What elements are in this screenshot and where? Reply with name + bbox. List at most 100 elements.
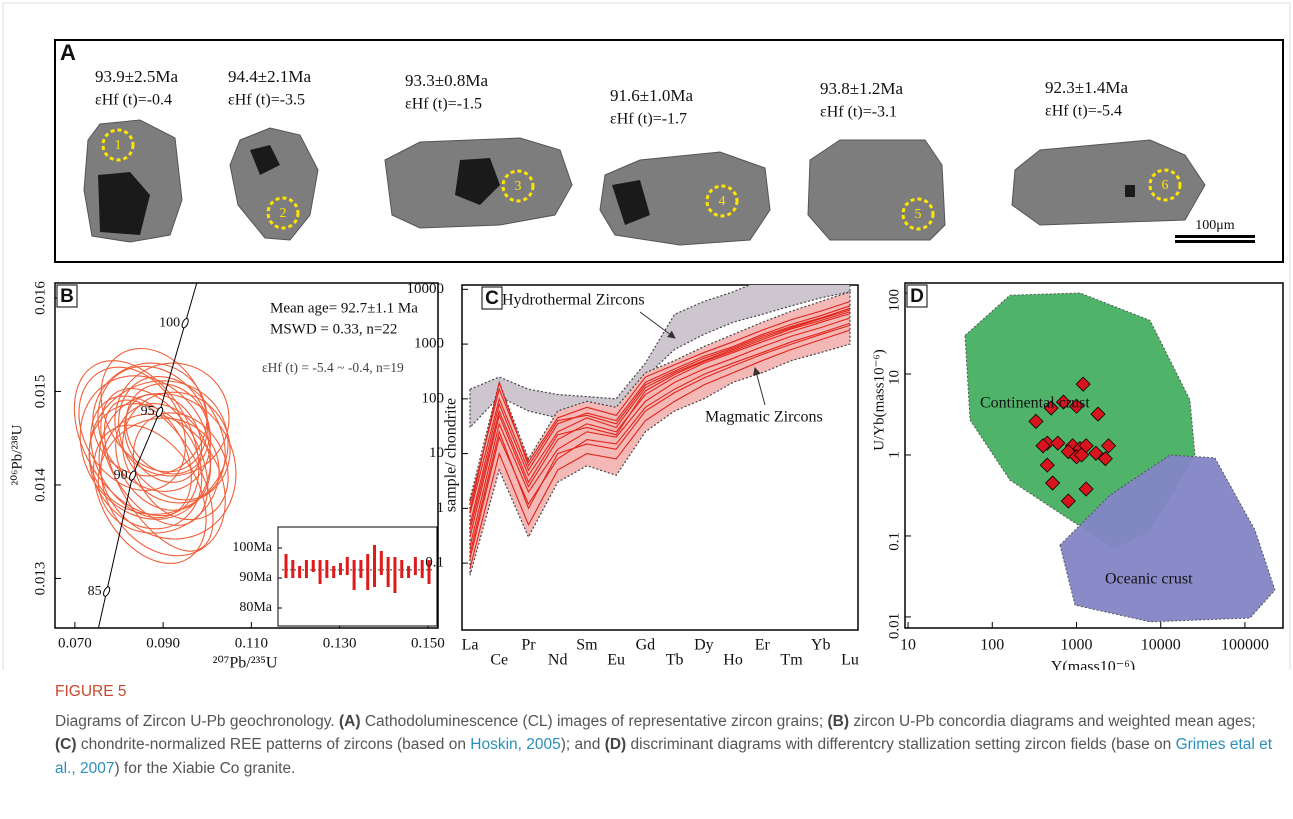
annotation: MSWD = 0.33, n=22: [270, 321, 397, 337]
spot-number: 3: [515, 179, 522, 194]
grain-ehf: εHf (t)=-3.1: [820, 104, 897, 121]
annotation: εHf (t) = -5.4 ~ -0.4, n=19: [262, 360, 404, 375]
age-error-bar: [291, 560, 294, 578]
caption-panel-ref: (A): [339, 713, 361, 730]
x-tick-label: Lu: [841, 652, 859, 669]
y-tick-label: 0.015: [32, 375, 48, 409]
concordia-age-label: 95: [141, 404, 155, 419]
panel-label: A: [60, 40, 76, 65]
x-tick-label: Er: [755, 637, 771, 654]
y-tick-label: 100: [886, 289, 902, 312]
age-error-bar: [319, 560, 322, 584]
caption-part: discriminant diagrams with differentcry …: [626, 736, 1175, 753]
age-error-bar: [359, 560, 362, 578]
field-label: Magmatic Zircons: [705, 409, 823, 426]
age-error-bar: [414, 557, 417, 575]
y-tick-label: 0.014: [32, 468, 48, 502]
spot-number: 4: [719, 194, 726, 209]
caption-panel-ref: (C): [55, 736, 77, 753]
age-error-bar: [298, 566, 301, 578]
x-tick-label: 0.110: [235, 635, 268, 651]
age-error-bar: [339, 563, 342, 575]
caption: FIGURE 5 Diagrams of Zircon U-Pb geochro…: [55, 680, 1280, 780]
x-axis-label: ²⁰⁷Pb/²³⁵U: [213, 655, 278, 670]
figure-number: FIGURE 5: [55, 680, 1280, 704]
grain-ehf: εHf (t)=-5.4: [1045, 103, 1122, 120]
grain-age: 92.3±1.4Ma: [1045, 78, 1128, 97]
x-tick-label: 1000: [1060, 637, 1092, 654]
age-error-bar: [332, 566, 335, 578]
field-label: Hydrothermal Zircons: [502, 292, 645, 309]
caption-panel-ref: (B): [828, 713, 850, 730]
x-tick-label: Dy: [694, 637, 714, 654]
panel-label: D: [910, 286, 924, 307]
inset-tick-label: 90Ma: [239, 570, 272, 585]
x-tick-label: Ce: [490, 652, 508, 669]
scale-bar-label: 100μm: [1195, 218, 1235, 233]
grain-ehf: εHf (t)=-1.5: [405, 96, 482, 113]
zircon-core: [1125, 185, 1135, 197]
inset-tick-label: 100Ma: [232, 540, 272, 555]
citation-link[interactable]: Hoskin, 2005: [470, 736, 560, 753]
caption-part: ); and: [561, 736, 605, 753]
x-tick-label: Pr: [521, 637, 536, 654]
page: A93.9±2.5MaεHf (t)=-0.4194.4±2.1MaεHf (t…: [0, 0, 1293, 819]
y-tick-label: 100: [422, 390, 445, 406]
x-tick-label: Nd: [548, 652, 568, 669]
x-tick-label: Ho: [723, 652, 743, 669]
x-tick-label: 0.090: [146, 635, 180, 651]
y-tick-label: 1: [886, 451, 902, 459]
concordia-age-label: 90: [114, 468, 128, 483]
age-error-bar: [346, 557, 349, 575]
age-error-bar: [400, 560, 403, 578]
x-tick-label: 100: [980, 637, 1004, 654]
grain-age: 94.4±2.1Ma: [228, 67, 311, 86]
age-error-bar: [353, 560, 356, 590]
caption-part: zircon U-Pb concordia diagrams and weigh…: [849, 713, 1256, 730]
field-label: Continental crust: [980, 395, 1090, 412]
caption-part: chondrite-normalized REE patterns of zir…: [77, 736, 471, 753]
age-error-bar: [387, 557, 390, 587]
caption-panel-ref: (D): [605, 736, 627, 753]
inset-tick-label: 80Ma: [239, 600, 272, 615]
age-error-bar: [325, 560, 328, 578]
age-error-bar: [285, 554, 288, 578]
y-tick-label: 0.1: [886, 532, 902, 551]
spot-number: 6: [1162, 178, 1169, 193]
panel-label: C: [485, 288, 499, 309]
zircon-grain: [808, 140, 945, 240]
x-tick-label: Tb: [666, 652, 684, 669]
y-tick-label: 0.1: [425, 555, 444, 571]
y-tick-label: 10: [886, 370, 902, 385]
y-axis-label: ²⁰⁶Pb/²³⁸U: [9, 424, 25, 485]
age-error-bar: [380, 551, 383, 575]
x-tick-label: 0.130: [323, 635, 357, 651]
panel-label: B: [60, 286, 74, 307]
grain-ehf: εHf (t)=-3.5: [228, 92, 305, 109]
x-tick-label: Yb: [811, 637, 831, 654]
x-tick-label: 0.150: [411, 635, 445, 651]
age-error-bar: [305, 560, 308, 578]
x-tick-label: 10000: [1141, 637, 1181, 654]
x-tick-label: Gd: [636, 637, 656, 654]
age-error-bar: [393, 557, 396, 593]
caption-part: Cathodoluminescence (CL) images of repre…: [361, 713, 828, 730]
grain-age: 93.3±0.8Ma: [405, 71, 488, 90]
age-error-bar: [407, 566, 410, 578]
annotation: Mean age= 92.7±1.1 Ma: [270, 300, 418, 316]
x-tick-label: 10: [900, 637, 916, 654]
x-tick-label: 100000: [1221, 637, 1269, 654]
zircon-grain: [1012, 140, 1205, 225]
grain-age: 91.6±1.0Ma: [610, 86, 693, 105]
caption-part: Diagrams of Zircon U-Pb geochronology.: [55, 713, 339, 730]
x-tick-label: 0.070: [58, 635, 92, 651]
spot-number: 5: [915, 207, 922, 222]
y-axis-label: sample/ chondrite: [443, 398, 460, 512]
y-tick-label: 0.01: [886, 613, 902, 639]
concordia-age-label: 100: [159, 315, 180, 330]
x-tick-label: Eu: [607, 652, 625, 669]
y-tick-label: 10000: [407, 281, 445, 297]
spot-number: 2: [280, 206, 287, 221]
caption-text: Diagrams of Zircon U-Pb geochronology. (…: [55, 710, 1280, 781]
caption-part: ) for the Xiabie Co granite.: [114, 760, 295, 777]
